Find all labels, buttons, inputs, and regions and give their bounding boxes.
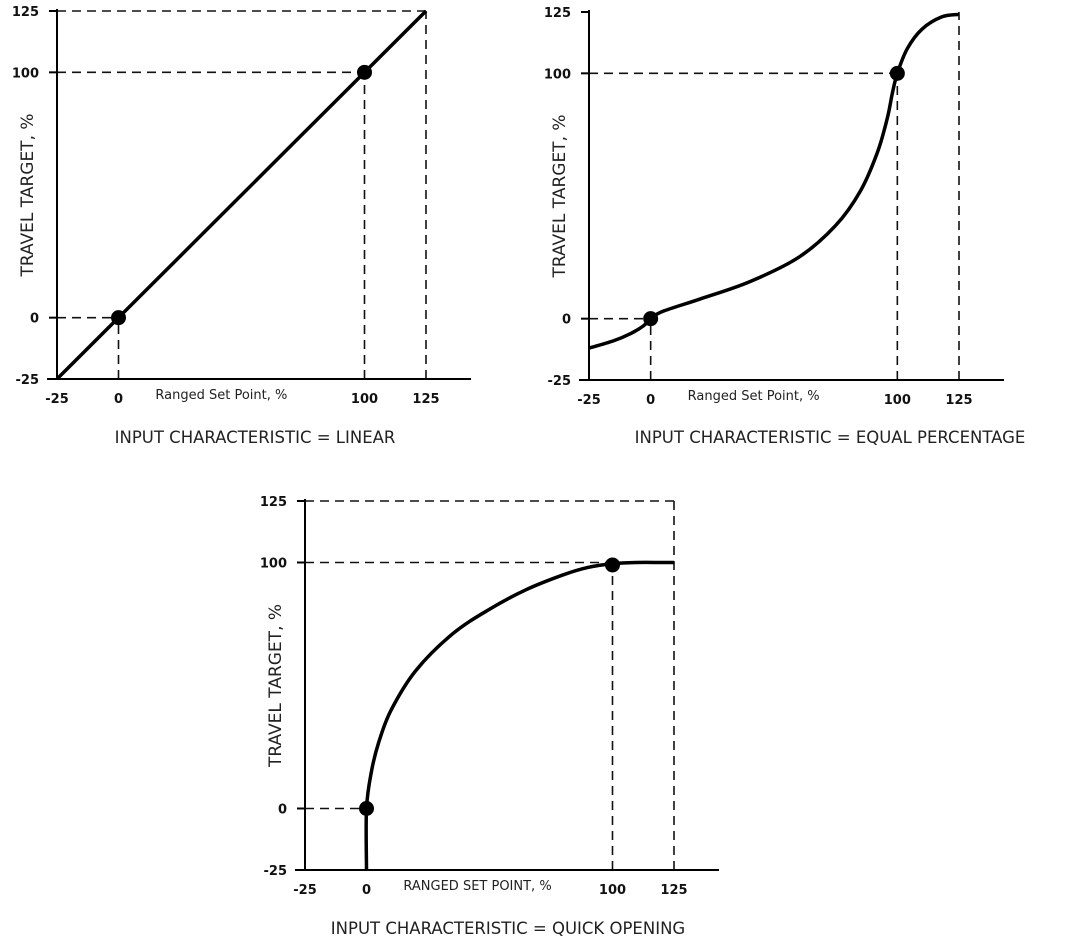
- chart-caption: INPUT CHARACTERISTIC = LINEAR: [115, 428, 396, 447]
- y-axis-title: TRAVEL TARGET, %: [550, 114, 570, 278]
- y-tick-label: 125: [544, 6, 571, 21]
- y-axis-title: TRAVEL TARGET, %: [18, 113, 38, 277]
- y-tick-label: 0: [562, 313, 571, 328]
- chart-quick-opening: 125 100 0 -25 -25 0 100 125 RANGED SET POINT, % T…: [260, 495, 719, 938]
- x-axis-title: RANGED SET POINT, %: [403, 879, 551, 894]
- chart-equal-percentage: 125 100 0 -25 -25 0 100 125 Ranged Set Point, % T…: [544, 6, 1026, 447]
- data-point-marker: [889, 65, 905, 81]
- series-line-0: [364, 560, 674, 871]
- data-point-marker: [357, 64, 372, 80]
- y-tick-label: 125: [260, 495, 287, 510]
- data-point-marker: [605, 557, 620, 573]
- chart-linear: 125 100 0 -25 -25 0 100 125 Ranged Set Point, % T…: [12, 5, 471, 447]
- y-tick-label: 0: [30, 312, 39, 327]
- y-tick-label: -25: [548, 374, 572, 389]
- x-tick-label: -25: [293, 883, 317, 898]
- x-tick-label: 0: [646, 393, 655, 408]
- x-tick-label: 0: [114, 392, 123, 407]
- chart-caption: INPUT CHARACTERISTIC = EQUAL PERCENTAGE: [635, 428, 1026, 447]
- x-tick-label: 125: [412, 392, 439, 407]
- x-tick-label: 100: [351, 392, 378, 407]
- series-line-0: [588, 12, 960, 350]
- data-point-marker: [359, 801, 374, 816]
- x-tick-label: 100: [599, 883, 626, 898]
- x-tick-label: -25: [45, 392, 69, 407]
- x-tick-label: 0: [362, 883, 371, 898]
- x-axis-title: Ranged Set Point, %: [688, 389, 820, 404]
- y-tick-label: -25: [264, 864, 288, 879]
- y-tick-label: 125: [12, 5, 39, 20]
- y-tick-label: 100: [260, 557, 287, 572]
- series-line-0: [55, 9, 428, 381]
- x-tick-label: 100: [884, 393, 911, 408]
- y-tick-label: 100: [12, 66, 39, 81]
- y-tick-label: -25: [16, 373, 40, 388]
- x-tick-label: 125: [945, 393, 972, 408]
- chart-caption: INPUT CHARACTERISTIC = QUICK OPENING: [331, 919, 685, 938]
- x-tick-label: -25: [577, 393, 601, 408]
- x-axis-title: Ranged Set Point, %: [155, 388, 287, 403]
- data-point-marker: [643, 311, 659, 327]
- y-tick-label: 100: [544, 67, 571, 82]
- data-point-marker: [111, 310, 126, 326]
- y-axis-title: TRAVEL TARGET, %: [266, 604, 286, 768]
- x-tick-label: 125: [660, 883, 687, 898]
- y-tick-label: 0: [278, 803, 287, 818]
